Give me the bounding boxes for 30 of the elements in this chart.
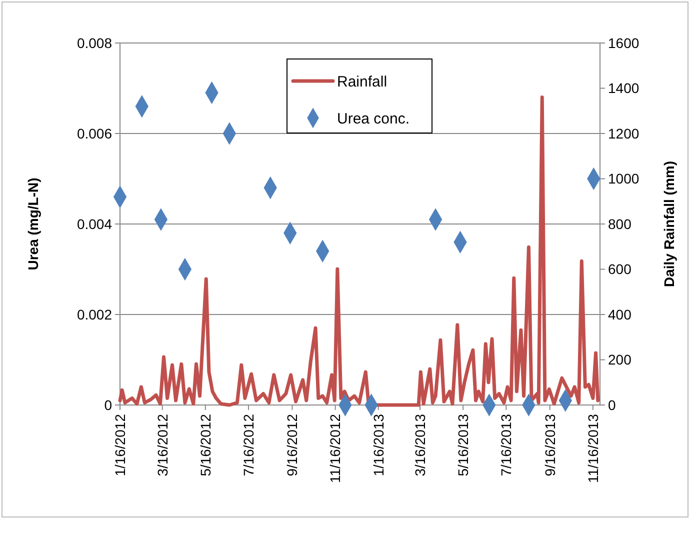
x-tick-label: 7/16/2012 bbox=[240, 414, 256, 476]
x-tick-label: 5/16/2012 bbox=[197, 414, 214, 476]
y2-tick-label: 200 bbox=[608, 352, 632, 368]
x-tick-label: 7/16/2013 bbox=[498, 414, 514, 476]
y2-tick-label: 400 bbox=[608, 306, 632, 322]
y2-tick-label: 800 bbox=[608, 216, 632, 232]
y2-axis-title: Daily Rainfall (mm) bbox=[661, 160, 677, 288]
y-tick-label: 0.004 bbox=[76, 216, 112, 232]
y2-tick-label: 1600 bbox=[608, 34, 640, 51]
x-tick-label: 5/16/2013 bbox=[454, 414, 471, 476]
x-tick-label: 3/16/2012 bbox=[154, 414, 170, 476]
x-tick-label: 9/16/2012 bbox=[284, 414, 300, 476]
y2-tick-label: 0 bbox=[608, 396, 616, 413]
legend-label: Rainfall bbox=[337, 73, 388, 90]
y2-tick-label: 600 bbox=[608, 261, 632, 278]
x-tick-label: 11/16/2012 bbox=[327, 414, 344, 484]
y-axis-title: Urea (mg/L-N) bbox=[25, 178, 41, 270]
x-tick-label: 9/16/2013 bbox=[542, 414, 558, 476]
y2-tick-label: 1200 bbox=[608, 125, 640, 142]
y-tick-label: 0.008 bbox=[76, 34, 112, 51]
x-tick-label: 11/16/2013 bbox=[584, 414, 601, 484]
legend-label: Urea conc. bbox=[337, 110, 410, 128]
x-tick-label: 1/16/2013 bbox=[370, 414, 386, 476]
y-tick-label: 0 bbox=[104, 396, 112, 413]
y2-tick-label: 1400 bbox=[608, 80, 640, 96]
y-tick-label: 0.006 bbox=[76, 125, 112, 142]
y-tick-label: 0.002 bbox=[76, 306, 112, 322]
x-tick-label: 3/16/2013 bbox=[412, 414, 428, 476]
y2-tick-label: 1000 bbox=[608, 170, 640, 187]
x-tick-label: 1/16/2012 bbox=[112, 414, 128, 476]
